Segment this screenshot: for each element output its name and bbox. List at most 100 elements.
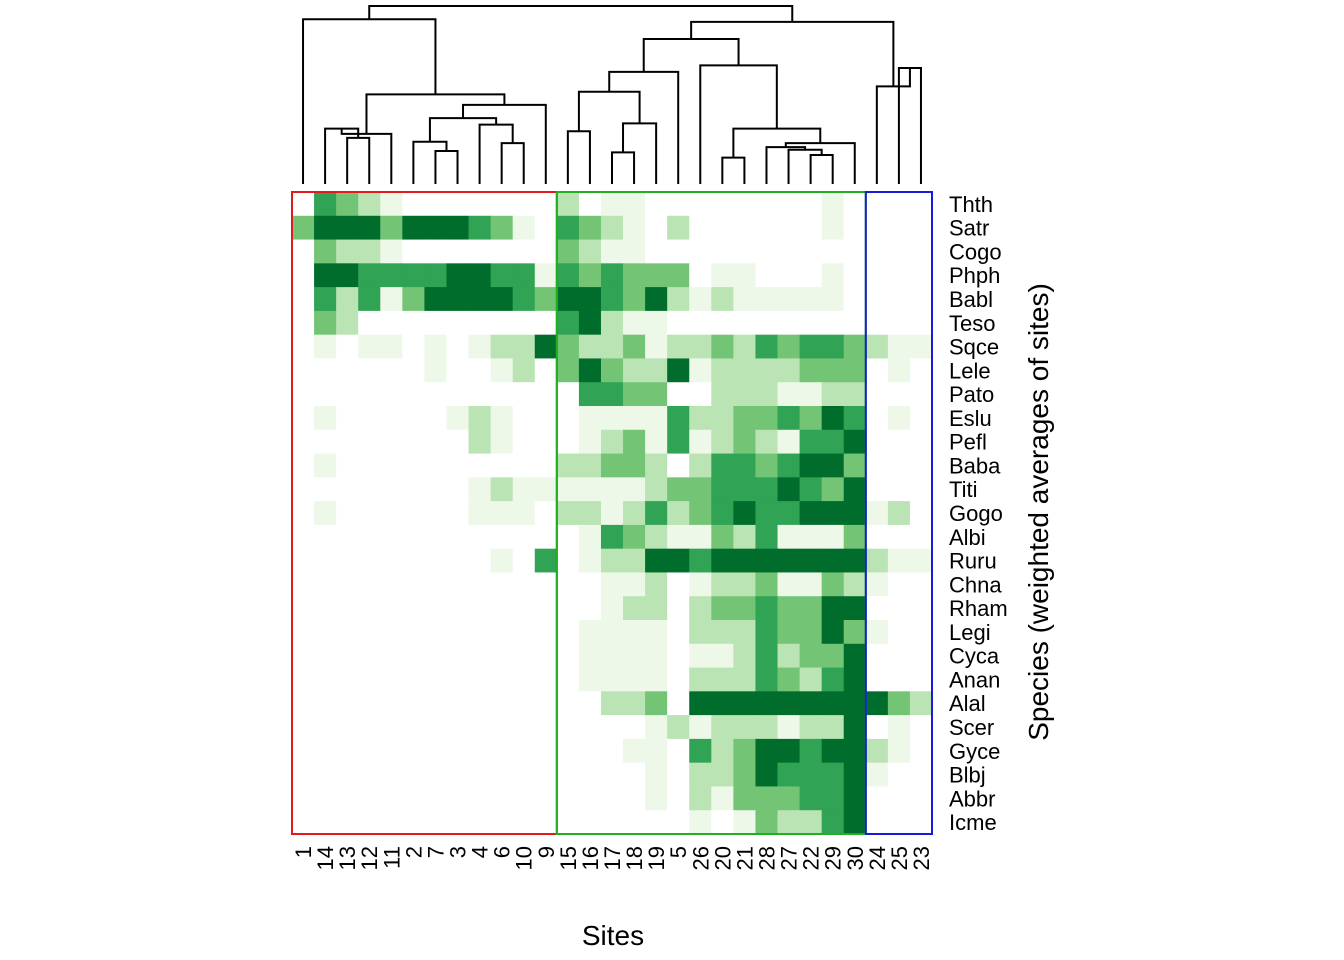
site-label-1: 1 (291, 846, 316, 858)
heat-cell-Phph-site-14 (314, 263, 337, 288)
heat-cell-Cyca-site-4 (468, 643, 492, 668)
heat-cell-Legi-site-6 (490, 620, 514, 645)
heat-cell-Chna-site-22 (799, 572, 823, 597)
heat-cell-Abbr-site-12 (358, 786, 381, 811)
heat-cell-Alal-site-21 (733, 691, 756, 716)
site-label-10: 10 (512, 846, 537, 870)
heat-cell-Baba-site-29 (821, 453, 845, 478)
heat-cell-Scer-site-6 (490, 715, 514, 740)
heat-cell-Blbj-site-3 (446, 762, 469, 787)
heat-cell-Chna-site-16 (578, 572, 602, 597)
heat-cell-Pato-site-19 (645, 382, 668, 407)
heat-cell-Titi-site-1 (292, 477, 315, 502)
heat-cell-Blbj-site-17 (600, 762, 624, 787)
heat-cell-Teso-site-13 (336, 310, 359, 336)
heat-cell-Eslu-site-12 (358, 406, 381, 431)
heat-cell-Scer-site-15 (556, 715, 580, 740)
heat-cell-Albi-site-26 (689, 524, 712, 550)
heat-cell-Albi-site-30 (843, 524, 867, 550)
heat-cell-Thth-site-15 (556, 192, 580, 217)
heat-cell-Eslu-site-16 (578, 406, 602, 431)
heat-cell-Sqce-site-20 (711, 334, 734, 359)
heat-cell-Rham-site-6 (490, 596, 514, 621)
heat-cell-Blbj-site-9 (534, 762, 558, 787)
heat-cell-Thth-site-4 (468, 192, 492, 217)
heat-cell-Phph-site-15 (556, 263, 580, 288)
heat-cell-Titi-site-19 (645, 477, 668, 502)
heat-cell-Pefl-site-27 (777, 429, 800, 454)
heat-cell-Gyce-site-6 (490, 738, 514, 764)
heat-cell-Anan-site-26 (689, 667, 712, 692)
heat-cell-Icme-site-10 (512, 810, 536, 835)
heat-cell-Satr-site-10 (512, 215, 536, 240)
heat-cell-Babl-site-15 (556, 287, 580, 312)
heat-cell-Cogo-site-23 (909, 239, 933, 264)
heat-cell-Satr-site-15 (556, 215, 580, 240)
heat-cell-Gogo-site-9 (534, 501, 558, 526)
heat-cell-Alal-site-5 (667, 691, 690, 716)
heat-cell-Legi-site-20 (711, 620, 734, 645)
heat-cell-Legi-site-18 (623, 620, 646, 645)
heat-cell-Sqce-site-29 (821, 334, 845, 359)
dendrogram-branch-10 (365, 93, 506, 134)
heat-cell-Blbj-site-25 (887, 762, 911, 787)
heat-cell-Chna-site-5 (667, 572, 690, 597)
heat-cell-Phph-site-13 (336, 263, 359, 288)
heat-cell-Teso-site-6 (490, 310, 514, 336)
heat-cell-Sqce-site-27 (777, 334, 800, 359)
heat-cell-Legi-site-16 (578, 620, 602, 645)
heat-cell-Rham-site-22 (799, 596, 823, 621)
species-label-Teso: Teso (949, 311, 995, 336)
heat-cell-Albi-site-15 (556, 524, 580, 550)
heat-cell-Eslu-site-17 (600, 406, 624, 431)
heat-cell-Teso-site-25 (887, 310, 911, 336)
heat-cell-Icme-site-5 (667, 810, 690, 835)
heat-cell-Phph-site-12 (358, 263, 381, 288)
heat-cell-Baba-site-23 (909, 453, 933, 478)
heat-cell-Cyca-site-30 (843, 643, 867, 668)
heat-cell-Legi-site-17 (600, 620, 624, 645)
heat-cell-Pefl-site-14 (314, 429, 337, 454)
heat-cell-Sqce-site-17 (600, 334, 624, 359)
heat-cell-Icme-site-26 (689, 810, 712, 835)
heat-cell-Satr-site-11 (380, 215, 403, 240)
heat-cell-Gyce-site-26 (689, 738, 712, 764)
heat-cell-Legi-site-19 (645, 620, 668, 645)
site-label-26: 26 (688, 846, 713, 870)
heat-cell-Teso-site-22 (799, 310, 823, 336)
heat-cell-Babl-site-25 (887, 287, 911, 312)
species-label-Eslu: Eslu (949, 406, 992, 431)
heat-cell-Abbr-site-5 (667, 786, 690, 811)
heat-cell-Cogo-site-1 (292, 239, 315, 264)
heat-cell-Abbr-site-23 (909, 786, 933, 811)
heat-cell-Satr-site-17 (600, 215, 624, 240)
heat-cell-Ruru-site-2 (402, 548, 425, 573)
species-label-Ruru: Ruru (949, 549, 997, 574)
species-label-Cogo: Cogo (949, 239, 1002, 264)
heat-cell-Teso-site-16 (578, 310, 602, 336)
dendrogram-branch-27 (690, 20, 895, 87)
dendrogram-branch-24 (642, 37, 740, 72)
heat-cell-Legi-site-5 (667, 620, 690, 645)
heat-cell-Pefl-site-10 (512, 429, 536, 454)
heat-cell-Baba-site-7 (424, 453, 447, 478)
heat-cell-Sqce-site-22 (799, 334, 823, 359)
heat-cell-Cyca-site-12 (358, 643, 381, 668)
heat-cell-Sqce-site-18 (623, 334, 646, 359)
heat-cell-Chna-site-21 (733, 572, 756, 597)
heat-cell-Anan-site-15 (556, 667, 580, 692)
heat-cell-Alal-site-20 (711, 691, 734, 716)
heat-cell-Teso-site-29 (821, 310, 845, 336)
heat-cell-Eslu-site-6 (490, 406, 514, 431)
heat-cell-Phph-site-30 (843, 263, 867, 288)
heat-cell-Eslu-site-29 (821, 406, 845, 431)
heat-cell-Teso-site-2 (402, 310, 425, 336)
heat-cell-Cogo-site-7 (424, 239, 447, 264)
heat-cell-Babl-site-17 (600, 287, 624, 312)
heat-cell-Albi-site-24 (865, 524, 889, 550)
heat-cell-Anan-site-14 (314, 667, 337, 692)
heat-cell-Gyce-site-1 (292, 738, 315, 764)
species-label-Icme: Icme (949, 810, 997, 835)
heat-cell-Chna-site-2 (402, 572, 425, 597)
heat-cell-Ruru-site-15 (556, 548, 580, 573)
